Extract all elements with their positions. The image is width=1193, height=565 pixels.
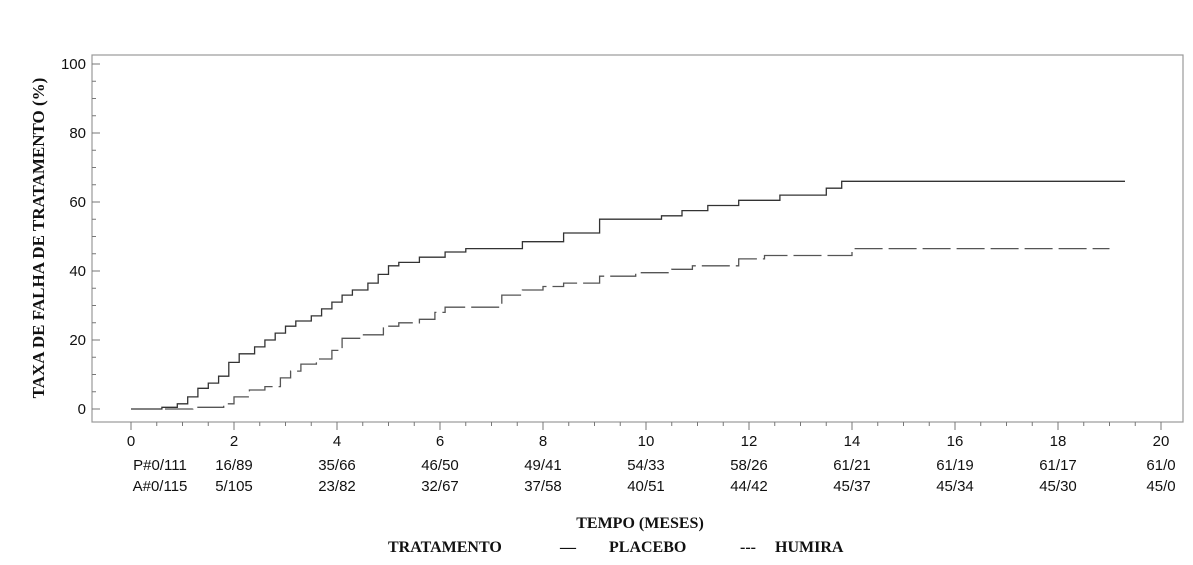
y-tick-label: 80 (69, 125, 86, 142)
x-tick-label: 10 (638, 433, 655, 450)
x-tick-label: 8 (539, 433, 547, 450)
risk-cell: 45/37 (833, 478, 871, 495)
x-tick-label: 12 (741, 433, 758, 450)
risk-cell: 61/0 (1146, 457, 1175, 474)
y-tick-label: 20 (69, 332, 86, 349)
legend-title: TRATAMENTO (388, 539, 502, 556)
y-tick-label: 40 (69, 263, 86, 280)
x-tick-label: 14 (844, 433, 861, 450)
y-tick-label: 60 (69, 194, 86, 211)
legend: TRATAMENTO — PLACEBO --- HUMIRA (388, 539, 844, 556)
risk-cell: 61/21 (833, 457, 871, 474)
plot-frame (91, 54, 1184, 423)
y-tick-label: 100 (61, 56, 86, 73)
risk-cell: 45/30 (1039, 478, 1077, 495)
x-tick-label: 18 (1050, 433, 1067, 450)
x-axis-label: TEMPO (MESES) (576, 515, 704, 532)
risk-cell: 23/82 (318, 478, 356, 495)
x-tick-label: 16 (947, 433, 964, 450)
risk-cell: A#0/115 (133, 478, 188, 495)
risk-cell: 45/34 (936, 478, 974, 495)
y-axis-label: TAXA DE FALHA DE TRATAMENTO (%) (29, 78, 48, 399)
x-tick-label: 20 (1153, 433, 1170, 450)
risk-cell: P#0/111 (133, 457, 187, 474)
series-lines (131, 180, 1125, 410)
legend-symbol-humira: --- (740, 539, 756, 556)
x-tick-label: 0 (127, 433, 135, 450)
legend-label-placebo: PLACEBO (609, 539, 686, 556)
risk-cell: 40/51 (627, 478, 665, 495)
risk-table: P#0/111 16/89 35/66 46/50 49/41 54/33 58/26 61/… (133, 457, 1176, 495)
risk-cell: 37/58 (524, 478, 562, 495)
risk-cell: 54/33 (627, 457, 665, 474)
risk-cell: 61/17 (1039, 457, 1077, 474)
y-tick-label: 0 (78, 401, 86, 418)
y-axis-label-group: TAXA DE FALHA DE TRATAMENTO (%) (29, 78, 48, 399)
risk-cell: 49/41 (524, 457, 562, 474)
risk-cell: 61/19 (936, 457, 974, 474)
risk-cell: 44/42 (730, 478, 768, 495)
risk-cell: 45/0 (1146, 478, 1175, 495)
risk-cell: 35/66 (318, 457, 356, 474)
x-tick-label: 6 (436, 433, 444, 450)
x-tick-label: 4 (333, 433, 341, 450)
x-tick-label: 2 (230, 433, 238, 450)
x-axis-ticks: 0 2 4 6 8 10 12 14 16 18 20 (127, 422, 1170, 450)
series-placebo (131, 180, 1125, 410)
risk-cell: 5/105 (215, 478, 253, 495)
series-humira (131, 247, 1110, 410)
risk-cell: 46/50 (421, 457, 459, 474)
risk-cell: 32/67 (421, 478, 459, 495)
y-axis-ticks: 0 20 40 60 80 100 (61, 56, 100, 418)
risk-cell: 58/26 (730, 457, 768, 474)
risk-cell: 16/89 (215, 457, 253, 474)
legend-symbol-placebo: — (559, 539, 577, 556)
legend-label-humira: HUMIRA (775, 539, 844, 556)
